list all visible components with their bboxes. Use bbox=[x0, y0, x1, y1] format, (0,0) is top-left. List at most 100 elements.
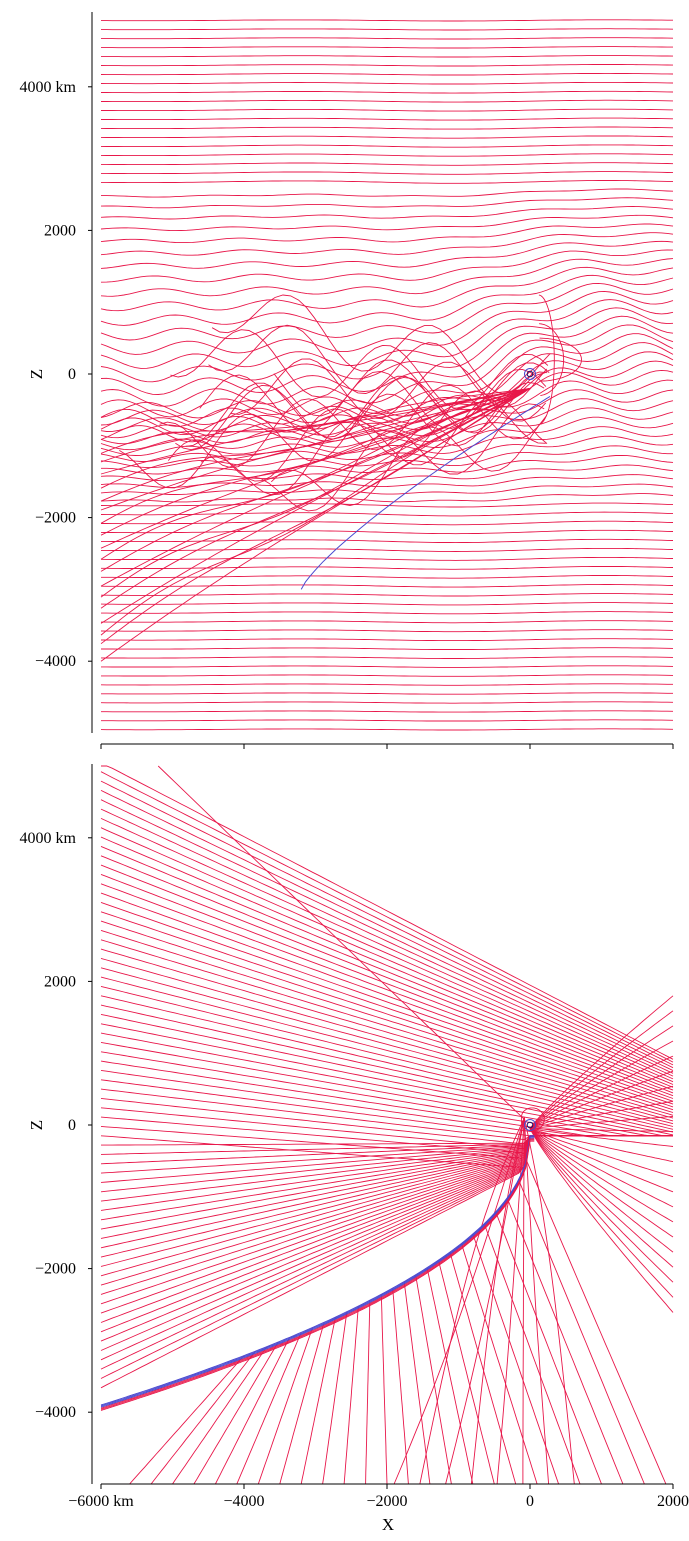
field-line bbox=[100, 1060, 673, 1137]
x-tick-label: −6000 km bbox=[68, 1493, 134, 1510]
field-line bbox=[100, 1139, 535, 1410]
field-line bbox=[100, 1004, 674, 1133]
field-line bbox=[208, 324, 548, 407]
field-line bbox=[236, 1332, 302, 1485]
field-line bbox=[175, 372, 546, 451]
y-tick-label: −4000 bbox=[35, 1404, 76, 1421]
field-line bbox=[100, 656, 674, 659]
field-line bbox=[100, 389, 674, 432]
y-tick-label: 0 bbox=[68, 1117, 76, 1134]
field-line bbox=[100, 892, 674, 1099]
field-line bbox=[472, 1233, 560, 1485]
field-line bbox=[100, 1135, 673, 1379]
field-line bbox=[279, 1322, 325, 1485]
field-line bbox=[101, 520, 674, 526]
planet-core-icon bbox=[526, 370, 534, 378]
field-line bbox=[253, 403, 545, 512]
field-line bbox=[100, 315, 674, 395]
field-line bbox=[100, 64, 674, 67]
field-line bbox=[529, 1128, 674, 1238]
field-line bbox=[100, 1032, 673, 1137]
field-line bbox=[101, 719, 674, 722]
field-line bbox=[100, 584, 674, 588]
field-line bbox=[270, 415, 547, 506]
field-line bbox=[403, 1281, 431, 1485]
field-line bbox=[100, 873, 674, 1094]
field-line bbox=[419, 1117, 525, 1484]
field-line bbox=[445, 1117, 525, 1485]
field-line bbox=[529, 1055, 674, 1129]
y-axis-title: Z bbox=[27, 1120, 46, 1130]
field-line bbox=[101, 692, 673, 695]
x-tick-label: 0 bbox=[526, 1493, 534, 1510]
field-line bbox=[100, 1051, 673, 1137]
field-line bbox=[100, 827, 674, 1080]
field-line bbox=[199, 368, 547, 432]
field-line bbox=[100, 1135, 673, 1370]
field-line bbox=[529, 1070, 674, 1129]
field-line bbox=[101, 28, 674, 31]
field-line bbox=[100, 333, 674, 418]
field-line bbox=[529, 995, 674, 1129]
field-line bbox=[529, 1040, 674, 1129]
x-axis-title: X bbox=[382, 1515, 394, 1534]
field-line bbox=[101, 99, 674, 103]
field-line bbox=[100, 629, 674, 633]
field-line bbox=[100, 883, 674, 1097]
field-line bbox=[100, 799, 674, 1071]
field-line bbox=[518, 1179, 645, 1485]
field-line bbox=[529, 1128, 674, 1283]
field-line bbox=[100, 771, 674, 1063]
field-line bbox=[529, 1128, 674, 1193]
field-line bbox=[100, 1135, 673, 1211]
field-line bbox=[100, 901, 674, 1102]
field-line bbox=[101, 710, 674, 713]
field-line bbox=[100, 197, 674, 209]
planet-icon bbox=[524, 368, 536, 380]
field-line bbox=[100, 81, 674, 85]
field-line bbox=[185, 371, 548, 447]
x-tick-label: −4000 bbox=[223, 1493, 264, 1510]
field-line bbox=[415, 1274, 452, 1485]
field-line bbox=[529, 1128, 674, 1178]
field-line bbox=[100, 493, 674, 503]
field-line bbox=[460, 1243, 538, 1485]
field-line bbox=[100, 387, 531, 489]
field-line bbox=[523, 1117, 550, 1485]
planet-core-icon bbox=[526, 1121, 534, 1129]
field-line bbox=[100, 683, 673, 686]
field-line bbox=[101, 171, 674, 175]
x-tick-label: 2000 bbox=[657, 1493, 689, 1510]
field-line bbox=[100, 387, 531, 454]
field-line bbox=[470, 1117, 525, 1484]
field-line bbox=[100, 1013, 674, 1136]
field-line bbox=[100, 602, 674, 606]
field-line bbox=[100, 387, 531, 524]
field-line bbox=[231, 358, 547, 422]
y-tick-label: 4000 km bbox=[20, 79, 77, 96]
field-line bbox=[101, 674, 674, 677]
field-line bbox=[529, 1025, 674, 1129]
field-line bbox=[529, 1100, 674, 1130]
field-line bbox=[538, 294, 555, 425]
field-line bbox=[529, 1128, 674, 1253]
field-line bbox=[100, 929, 674, 1111]
field-line bbox=[529, 1085, 674, 1130]
field-line bbox=[343, 1306, 359, 1485]
field-line bbox=[101, 765, 674, 1060]
field-line bbox=[322, 1311, 348, 1485]
field-line bbox=[100, 1135, 673, 1202]
field-line bbox=[200, 396, 548, 496]
field-line bbox=[101, 55, 674, 58]
field-line bbox=[506, 1197, 624, 1485]
field-line bbox=[101, 575, 674, 579]
field-line bbox=[100, 126, 674, 130]
field-line bbox=[100, 836, 674, 1083]
field-line bbox=[101, 620, 674, 624]
field-line bbox=[100, 240, 674, 269]
field-line bbox=[100, 780, 674, 1066]
field-line bbox=[101, 611, 674, 615]
field-line bbox=[426, 1267, 474, 1485]
field-line bbox=[170, 329, 549, 409]
